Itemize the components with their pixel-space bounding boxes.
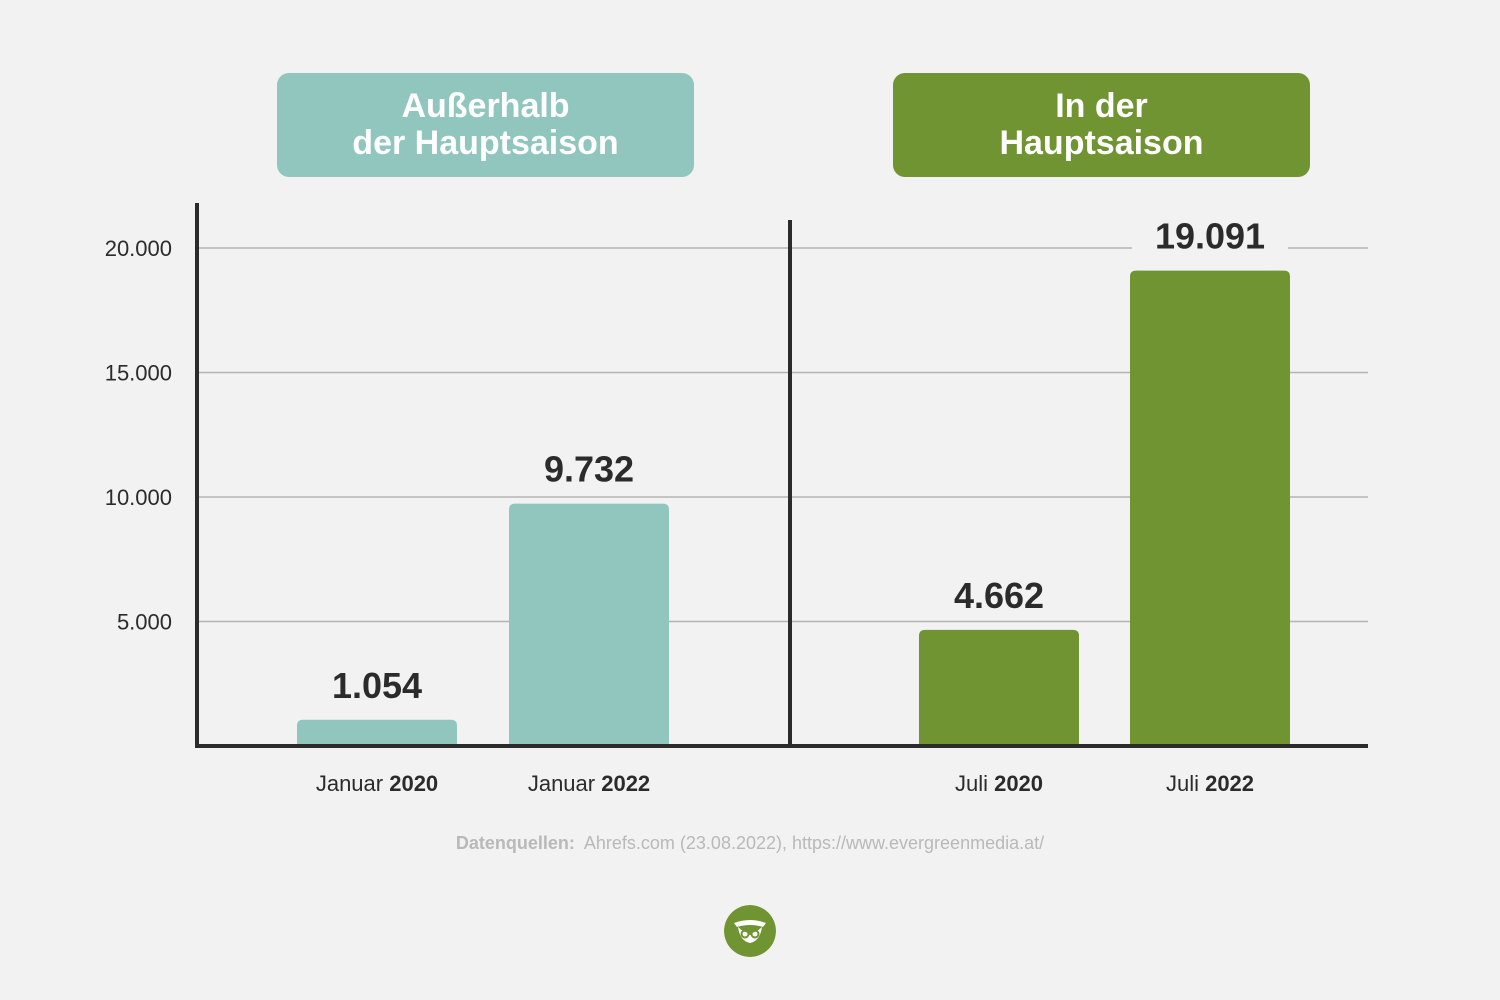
value-label-backdrop (299, 663, 455, 708)
x-category-label: Januar 2022 (528, 771, 650, 796)
y-tick-label: 15.000 (105, 361, 172, 386)
data-source-note: Datenquellen: Ahrefs.com (23.08.2022), h… (0, 833, 1500, 854)
bar (919, 629, 1079, 746)
value-label-backdrop (1132, 214, 1288, 259)
y-tick-label: 10.000 (105, 485, 172, 510)
x-category-label: Juli 2020 (955, 771, 1043, 796)
bar (297, 719, 457, 746)
bar-value-label: 4.662 (954, 575, 1044, 616)
bar-value-label: 9.732 (544, 449, 634, 490)
data-source-text: Ahrefs.com (23.08.2022), https://www.eve… (583, 833, 1045, 853)
peak-season-header: In der Hauptsaison (893, 73, 1310, 177)
peak-season-header-line2: Hauptsaison (999, 124, 1204, 162)
x-category-year: 2022 (1205, 771, 1254, 796)
data-source-label: Datenquellen: (455, 833, 575, 853)
x-category-month: Juli (955, 771, 994, 796)
x-category-year: 2020 (389, 771, 438, 796)
value-label-backdrop (921, 573, 1077, 618)
value-label-backdrop (511, 447, 667, 492)
off-season-header: Außerhalb der Hauptsaison (277, 73, 694, 177)
peak-season-header-line1: In der (1055, 87, 1148, 125)
off-season-header-line2: der Hauptsaison (352, 124, 619, 162)
x-category-label: Januar 2020 (316, 771, 438, 796)
y-tick-label: 5.000 (117, 610, 172, 635)
y-tick-label: 20.000 (105, 236, 172, 261)
x-category-year: 2020 (994, 771, 1043, 796)
x-category-month: Januar (528, 771, 601, 796)
owl-icon (724, 905, 776, 957)
bar (509, 503, 669, 746)
bar (1130, 270, 1290, 746)
x-category-month: Januar (316, 771, 389, 796)
x-category-label: Juli 2022 (1166, 771, 1254, 796)
bar-value-label: 19.091 (1155, 216, 1265, 257)
x-category-year: 2022 (601, 771, 650, 796)
x-category-month: Juli (1166, 771, 1205, 796)
bar-value-label: 1.054 (332, 665, 422, 706)
off-season-header-line1: Außerhalb (401, 87, 570, 125)
